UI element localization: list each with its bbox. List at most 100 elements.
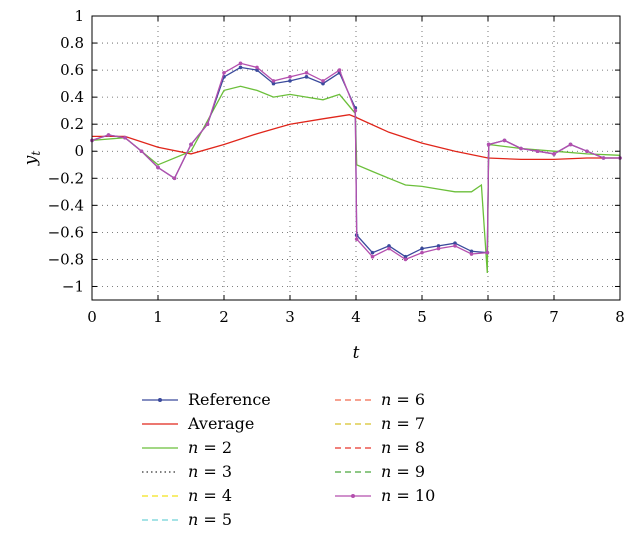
series-point bbox=[321, 81, 325, 86]
series-point bbox=[601, 156, 606, 160]
series-layer bbox=[90, 61, 622, 274]
x-tick-label: 4 bbox=[351, 308, 361, 326]
legend-label: n = 9 bbox=[381, 462, 425, 481]
x-tick-label: 3 bbox=[285, 308, 295, 326]
y-tick-label: −0.2 bbox=[48, 169, 84, 187]
legend-label: n = 5 bbox=[188, 510, 232, 529]
y-tick-label: 0.4 bbox=[60, 88, 84, 106]
x-tick-label: 2 bbox=[219, 308, 229, 326]
series-point bbox=[172, 176, 177, 181]
legend-label: n = 6 bbox=[381, 390, 425, 409]
x-tick-label: 8 bbox=[615, 308, 625, 326]
series-point bbox=[238, 61, 243, 66]
legend-entry: Reference bbox=[142, 390, 271, 409]
series-point bbox=[420, 246, 424, 251]
legend-label: Average bbox=[187, 414, 254, 433]
series-point bbox=[370, 254, 375, 259]
series-point bbox=[403, 254, 408, 259]
series-point bbox=[436, 244, 441, 248]
legend-entry: n = 6 bbox=[335, 390, 425, 409]
series-point bbox=[238, 65, 243, 70]
x-tick-label: 0 bbox=[87, 308, 97, 326]
legend-label: n = 8 bbox=[381, 438, 425, 457]
svg-text:yt: yt bbox=[21, 151, 43, 167]
series-point bbox=[255, 68, 259, 72]
legend-label: n = 7 bbox=[381, 414, 425, 433]
x-axis-label: t bbox=[353, 343, 360, 363]
series-point bbox=[387, 244, 391, 248]
series-point bbox=[337, 68, 342, 72]
series-point bbox=[353, 108, 358, 113]
legend-entry: n = 8 bbox=[335, 438, 425, 457]
y-axis-label-main: y bbox=[21, 155, 41, 166]
series-point bbox=[403, 257, 408, 262]
y-tick-label: 0.2 bbox=[60, 115, 84, 133]
series-point bbox=[288, 75, 292, 79]
series-point bbox=[585, 149, 589, 154]
series-point bbox=[453, 241, 457, 245]
y-tick-label: −0.4 bbox=[48, 196, 84, 214]
series-point bbox=[469, 252, 474, 256]
x-tick-label: 1 bbox=[153, 308, 163, 326]
legend-label: n = 10 bbox=[381, 486, 435, 505]
series-point bbox=[189, 142, 193, 147]
series-point bbox=[420, 250, 424, 255]
legend-label: n = 4 bbox=[188, 486, 232, 505]
series-point bbox=[354, 237, 359, 241]
series-point bbox=[502, 138, 507, 143]
x-tick-label: 6 bbox=[483, 308, 493, 326]
series-point bbox=[106, 133, 111, 137]
series-point bbox=[156, 165, 160, 170]
series-point bbox=[205, 122, 210, 126]
legend-entry: n = 5 bbox=[142, 510, 232, 529]
y-tick-label: 0 bbox=[74, 142, 84, 160]
y-tick-label: 0.8 bbox=[60, 34, 84, 52]
series-point bbox=[552, 152, 556, 156]
legend-entry: n = 7 bbox=[335, 414, 425, 433]
series-point bbox=[288, 79, 292, 83]
series-point bbox=[123, 135, 127, 140]
y-tick-label: −1 bbox=[62, 277, 84, 295]
legend: Reference Average n = 2 n = 3 n = 4 n = 5 n = … bbox=[142, 390, 435, 529]
legend-entry: Average bbox=[142, 414, 254, 433]
legend-entry: n = 9 bbox=[335, 462, 425, 481]
series-point bbox=[271, 79, 276, 83]
series-point bbox=[304, 75, 309, 79]
series-point bbox=[535, 149, 540, 154]
legend-label: n = 3 bbox=[188, 462, 232, 481]
series-point bbox=[139, 149, 144, 154]
x-tick-label: 7 bbox=[549, 308, 559, 326]
series-point bbox=[222, 71, 226, 75]
legend-entry: n = 2 bbox=[142, 438, 232, 457]
y-axis-label: yt bbox=[21, 151, 43, 167]
series-point bbox=[519, 146, 523, 151]
series-point bbox=[304, 71, 309, 75]
series-point bbox=[255, 65, 259, 70]
series-point bbox=[321, 79, 325, 83]
y-tick-label: 0.6 bbox=[60, 61, 84, 79]
series-point bbox=[370, 250, 375, 255]
y-tick-label: 1 bbox=[74, 7, 84, 25]
series-n-10 bbox=[90, 61, 622, 262]
legend-marker bbox=[351, 494, 355, 498]
legend-entry: n = 10 bbox=[335, 486, 435, 505]
tick-labels: 0 1 2 3 4 5 6 7 8 1 0.8 0.6 0.4 0.2 0 −0.2 −0.4 −0.6 −0.8 −… bbox=[48, 7, 625, 326]
y-tick-label: −0.8 bbox=[48, 250, 84, 268]
legend-label: n = 2 bbox=[188, 438, 232, 457]
legend-label: Reference bbox=[188, 390, 271, 409]
series-point bbox=[486, 142, 491, 147]
x-tick-label: 5 bbox=[417, 308, 427, 326]
series-point bbox=[453, 244, 457, 248]
series-point bbox=[568, 142, 573, 147]
ticks bbox=[91, 15, 621, 300]
legend-entry: n = 3 bbox=[142, 462, 232, 481]
series-point bbox=[436, 246, 441, 251]
legend-marker bbox=[158, 398, 162, 402]
series-point bbox=[469, 249, 474, 254]
series-point bbox=[387, 246, 391, 251]
series-point bbox=[271, 81, 276, 86]
legend-entry: n = 4 bbox=[142, 486, 232, 505]
y-tick-label: −0.6 bbox=[48, 223, 84, 241]
